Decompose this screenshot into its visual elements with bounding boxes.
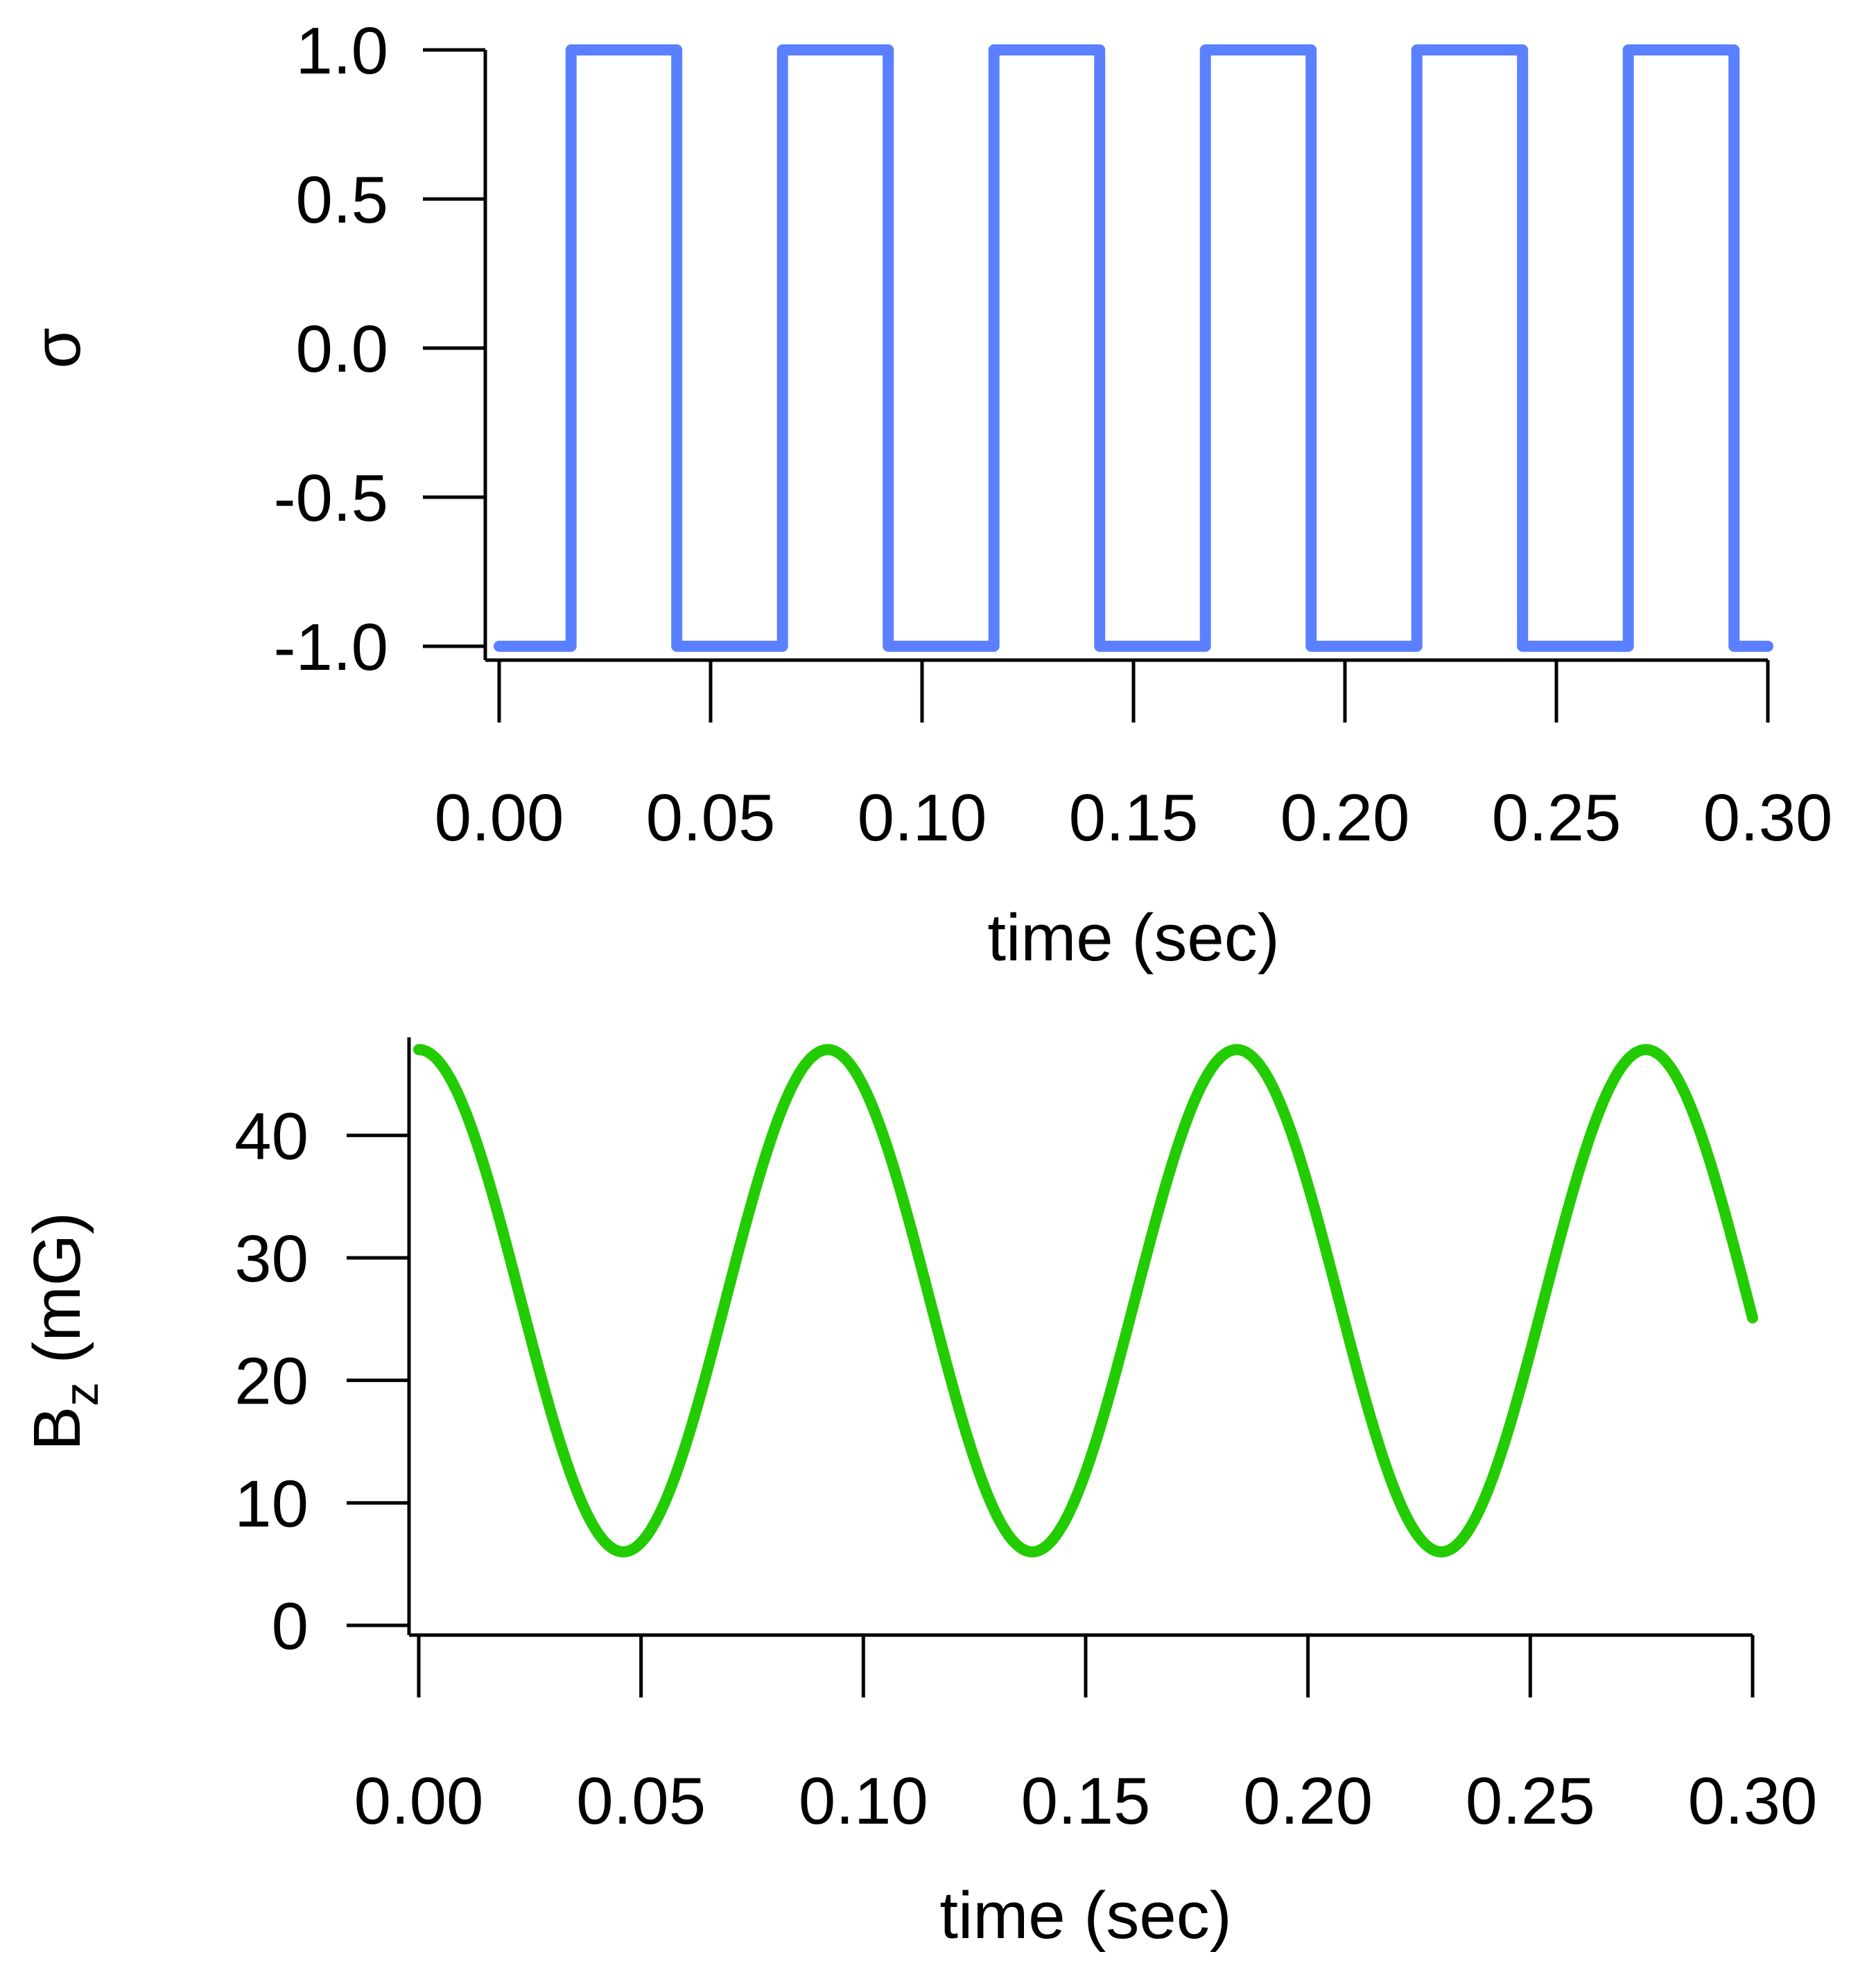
- sigma-x-tick-label: 0.20: [1280, 781, 1410, 855]
- sigma-y-tick-label: -1.0: [274, 610, 388, 684]
- bz-y-axis-title: Bz (mG): [20, 1212, 108, 1451]
- bz-x-tick-label: 0.10: [799, 1764, 928, 1838]
- sigma-panel: 1.0 0.5 0.0 -0.5 -1.0 0.00 0.05 0.10 0.15 0.20 0.2…: [20, 14, 1832, 975]
- bz-y-tick-label: 0: [272, 1589, 309, 1663]
- sigma-y-axis-title-main: σ: [20, 327, 94, 368]
- sigma-series-line: [494, 44, 1773, 652]
- bz-y-axis-title-unit: (mG): [20, 1212, 94, 1382]
- bz-panel: 0 10 20 30 40 0.00 0.05 0.10 0.15 0.20 0.25 0.30 tim…: [20, 1037, 1817, 1953]
- bz-y-tick-label: 40: [234, 1099, 309, 1173]
- sigma-x-tick-label: 0.10: [858, 781, 987, 855]
- sigma-x-tick-label: 0.30: [1703, 781, 1833, 855]
- bz-x-tick-label: 0.30: [1688, 1764, 1818, 1838]
- sigma-x-axis-title: time (sec): [987, 901, 1279, 975]
- bz-x-tick-label: 0.05: [576, 1764, 706, 1838]
- sigma-y-tick-label: 1.0: [296, 14, 388, 88]
- bz-series-line: [413, 1044, 1758, 1557]
- bz-y-tick-label: 20: [234, 1345, 309, 1419]
- bz-x-tick-label: 0.15: [1021, 1764, 1151, 1838]
- sigma-y-tick-label: -0.5: [274, 461, 388, 535]
- bz-y-axis-title-main: B: [20, 1406, 94, 1451]
- sigma-x-tick-label: 0.00: [435, 781, 564, 855]
- sigma-y-tick-label: 0.5: [296, 163, 388, 237]
- bz-x-tick-label: 0.25: [1466, 1764, 1595, 1838]
- sigma-x-tick-label: 0.15: [1069, 781, 1199, 855]
- bz-x-axis-title: time (sec): [939, 1878, 1231, 1953]
- bz-x-tick-label: 0.00: [354, 1764, 484, 1838]
- sigma-x-tick-label: 0.05: [646, 781, 776, 855]
- bz-x-tick-label: 0.20: [1243, 1764, 1373, 1838]
- sigma-x-tick-label: 0.25: [1492, 781, 1622, 855]
- sigma-y-axis-title: σ: [20, 327, 94, 368]
- bz-y-tick-label: 30: [234, 1222, 309, 1296]
- bz-y-axis-title-subscript: z: [54, 1382, 108, 1406]
- sigma-y-tick-label: 0.0: [296, 312, 388, 386]
- bz-y-tick-label: 10: [234, 1467, 309, 1541]
